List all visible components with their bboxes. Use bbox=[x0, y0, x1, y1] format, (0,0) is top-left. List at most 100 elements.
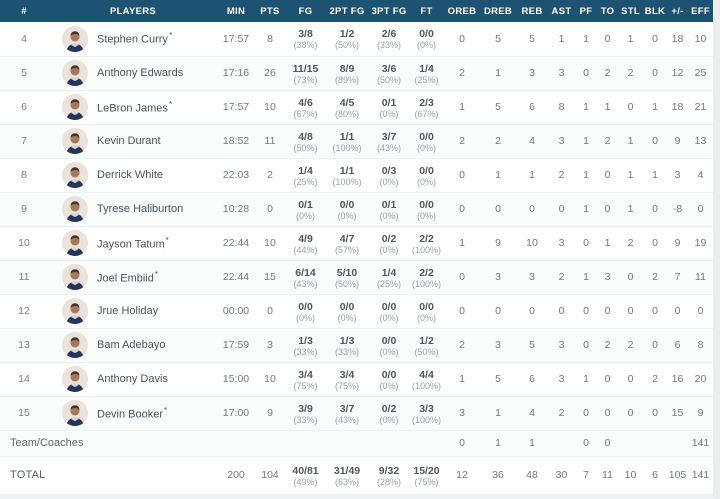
player-row: 12 Jrue Holiday 00:00 0 0/0 (0%) 0/0 (0%) 0/0 (0%… bbox=[0, 294, 713, 329]
stat-stl: 0 bbox=[618, 260, 643, 295]
player-cell: Joel Embiid* bbox=[48, 260, 218, 295]
player-row: 9 Tyrese Haliburton 10:28 0 0/1 (0%) 0/0 (0%) 0/… bbox=[0, 192, 713, 227]
stat-oreb: 0 bbox=[444, 22, 480, 57]
player-name[interactable]: Bam Adebayo bbox=[97, 339, 166, 351]
stat-pts: 10 bbox=[254, 362, 286, 397]
stat-pts: 0 bbox=[254, 294, 286, 329]
player-avatar[interactable] bbox=[62, 298, 88, 324]
stat-reb: 6 bbox=[516, 362, 548, 397]
player-avatar[interactable] bbox=[62, 264, 88, 290]
stat-ast: 3 bbox=[548, 226, 575, 261]
stat-min: 22:44 bbox=[218, 226, 254, 261]
player-avatar[interactable] bbox=[62, 400, 88, 426]
stat-fg3: 0/0 (0%) bbox=[369, 294, 409, 329]
stat-to: 3 bbox=[597, 260, 618, 295]
player-name[interactable]: Anthony Davis bbox=[97, 373, 168, 385]
stat-blk: 1 bbox=[643, 90, 667, 125]
stat-to: 0 bbox=[597, 362, 618, 397]
starter-asterisk: * bbox=[168, 31, 173, 41]
stat-eff: 0 bbox=[688, 294, 713, 329]
player-name[interactable]: LeBron James* bbox=[97, 99, 173, 115]
stat-pf: 1 bbox=[575, 124, 597, 159]
stat-reb: 5 bbox=[516, 22, 548, 57]
col-header-ast: AST bbox=[548, 0, 575, 22]
stat-fg3: 3/7 (43%) bbox=[369, 124, 409, 159]
stat-fg: 4/9 (44%) bbox=[286, 226, 325, 261]
stat-fg: 4/6 (67%) bbox=[286, 90, 325, 125]
col-header-fg3: 3PT FG bbox=[369, 0, 409, 22]
player-row: 15 Devin Booker* 17:00 9 3/9 (33%) 3/7 (43%) 0/2… bbox=[0, 396, 713, 431]
player-name[interactable]: Joel Embiid* bbox=[97, 269, 158, 285]
stat-fg3: 1/4 (25%) bbox=[369, 260, 409, 295]
stat-ft: 0/0 (0%) bbox=[409, 158, 444, 193]
stat-min: 17:57 bbox=[218, 22, 254, 57]
stat-eff: 4 bbox=[688, 158, 713, 193]
stat-pf: 1 bbox=[575, 192, 597, 227]
player-cell: Bam Adebayo bbox=[48, 328, 218, 363]
stat-fg: 40/81 (49%) bbox=[286, 455, 325, 494]
stat-reb: 3 bbox=[516, 56, 548, 91]
stat-fg3: 3/6 (50%) bbox=[369, 56, 409, 91]
stat-min: 00:00 bbox=[218, 294, 254, 329]
stat-fg3: 0/1 (0%) bbox=[369, 192, 409, 227]
player-name[interactable]: Jrue Holiday bbox=[97, 305, 159, 317]
total-label: TOTAL bbox=[0, 455, 218, 494]
col-header-stl: STL bbox=[618, 0, 643, 22]
stat-reb: 4 bbox=[516, 396, 548, 431]
stat-ast: 3 bbox=[548, 124, 575, 159]
stat-to: 0 bbox=[597, 22, 618, 57]
stat-to: 0 bbox=[597, 429, 618, 457]
stat-ast: 1 bbox=[548, 22, 575, 57]
stat-ft: 1/4 (25%) bbox=[409, 56, 444, 91]
player-name[interactable]: Kevin Durant bbox=[97, 135, 161, 147]
col-header-player: PLAYERS bbox=[48, 0, 218, 22]
stat-min: 17:59 bbox=[218, 328, 254, 363]
player-avatar[interactable] bbox=[62, 128, 88, 154]
stat-fg3: 2/6 (33%) bbox=[369, 22, 409, 57]
stat-ft: 0/0 (0%) bbox=[409, 294, 444, 329]
player-name[interactable]: Devin Booker* bbox=[97, 405, 168, 421]
player-name[interactable]: Derrick White bbox=[97, 169, 164, 181]
col-header-ft: FT bbox=[409, 0, 444, 22]
stat-stl: 2 bbox=[618, 328, 643, 363]
stat-stl: 0 bbox=[618, 362, 643, 397]
player-row: 4 Stephen Curry* 17:57 8 3/8 (38%) 1/2 (50%) 2/6… bbox=[0, 22, 713, 57]
player-avatar[interactable] bbox=[62, 162, 88, 188]
player-name[interactable]: Stephen Curry* bbox=[97, 31, 173, 47]
stat-fg2: 0/0 (0%) bbox=[325, 192, 369, 227]
stat-stl: 0 bbox=[618, 294, 643, 329]
stat-blk: 2 bbox=[643, 260, 667, 295]
stat-eff: 13 bbox=[688, 124, 713, 159]
player-name[interactable]: Tyrese Haliburton bbox=[97, 203, 184, 215]
stat-min: 200 bbox=[218, 455, 254, 494]
stat-stl: 10 bbox=[618, 455, 643, 494]
starter-asterisk: * bbox=[165, 235, 169, 245]
player-name[interactable]: Jayson Tatum* bbox=[97, 235, 169, 251]
stat-fg2: 4/7 (57%) bbox=[325, 226, 369, 261]
player-row: 10 Jayson Tatum* 22:44 10 4/9 (44%) 4/7 (57%) 0/… bbox=[0, 226, 713, 261]
stat-fg2: 1/1 (100%) bbox=[325, 124, 369, 159]
stat-fg: 11/15 (73%) bbox=[286, 56, 325, 91]
stat-pf: 0 bbox=[575, 396, 597, 431]
stat-fg2: 31/49 (63%) bbox=[325, 455, 369, 494]
stat-reb: 0 bbox=[516, 294, 548, 329]
player-row: 11 Joel Embiid* 22:44 15 6/14 (43%) 5/10 (50%) 1… bbox=[0, 260, 713, 295]
stat-jersey-number: 4 bbox=[0, 22, 48, 57]
player-avatar[interactable] bbox=[62, 60, 88, 86]
player-avatar[interactable] bbox=[62, 94, 88, 120]
player-name[interactable]: Anthony Edwards bbox=[97, 67, 184, 79]
stat-dreb: 0 bbox=[480, 192, 516, 227]
stat-pf: 0 bbox=[575, 56, 597, 91]
player-avatar[interactable] bbox=[62, 230, 88, 256]
stat-min: 22:44 bbox=[218, 260, 254, 295]
stat-jersey-number: 11 bbox=[0, 260, 48, 295]
player-avatar[interactable] bbox=[62, 25, 88, 52]
stat-dreb: 5 bbox=[480, 90, 516, 125]
stat-pm: 12 bbox=[667, 56, 688, 91]
player-avatar[interactable] bbox=[62, 196, 88, 222]
stat-eff: 0 bbox=[688, 192, 713, 227]
player-avatar[interactable] bbox=[62, 366, 88, 392]
player-avatar[interactable] bbox=[62, 332, 88, 358]
stat-fg2: 8/9 (89%) bbox=[325, 56, 369, 91]
